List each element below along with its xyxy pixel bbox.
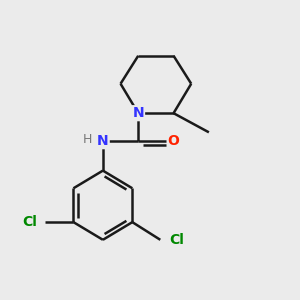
Text: Cl: Cl bbox=[169, 233, 184, 247]
Text: N: N bbox=[97, 134, 109, 148]
Text: H: H bbox=[83, 133, 92, 146]
Text: N: N bbox=[132, 106, 144, 120]
Text: O: O bbox=[168, 134, 179, 148]
Text: Cl: Cl bbox=[22, 215, 37, 229]
